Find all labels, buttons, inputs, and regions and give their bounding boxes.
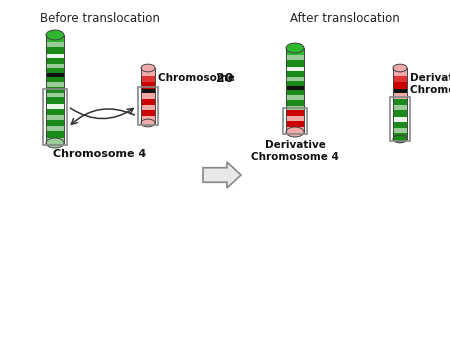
Bar [138,87,158,125]
Ellipse shape [286,43,304,53]
Bar [46,131,64,138]
Bar [286,81,304,86]
Bar [286,48,304,55]
Bar [141,68,155,76]
Bar [286,67,304,71]
Text: Chromosome 4: Chromosome 4 [53,149,146,159]
Text: 20: 20 [216,71,234,84]
Text: Derivative
Chromosome 4: Derivative Chromosome 4 [251,140,339,162]
Bar [46,58,64,64]
Bar [286,86,304,90]
Bar [141,110,155,116]
Bar [286,95,304,100]
Bar [286,77,304,81]
Bar [393,89,407,93]
Bar [393,133,407,139]
Polygon shape [203,162,241,188]
Bar [286,100,304,106]
Bar [286,55,304,60]
Bar [390,97,410,141]
Text: After translocation: After translocation [290,12,400,25]
Bar [393,93,407,99]
Bar [393,76,407,82]
Bar [46,138,64,143]
Bar [286,127,304,132]
Bar [141,93,155,99]
Bar [393,122,407,128]
Ellipse shape [46,30,64,40]
Bar [286,60,304,67]
Bar [141,76,155,82]
Text: Chromosome: Chromosome [158,73,238,83]
Bar [141,116,155,123]
Bar [286,90,304,95]
Bar [393,105,407,110]
Ellipse shape [46,138,64,148]
Bar [46,115,64,120]
Bar [286,106,304,110]
Bar [46,97,64,104]
Bar [393,68,407,76]
Bar [46,73,64,77]
Bar [286,116,304,121]
Bar [46,87,64,93]
Bar [46,77,64,82]
Bar [46,68,64,73]
Bar [393,128,407,133]
Bar [46,109,64,115]
Bar [286,71,304,77]
Bar [43,89,67,145]
Ellipse shape [141,119,155,127]
Bar [141,89,155,93]
Bar [46,120,64,126]
Bar [141,99,155,105]
Bar [46,104,64,109]
Bar [286,110,304,116]
Ellipse shape [141,64,155,72]
Bar [393,110,407,117]
Bar [393,99,407,105]
Bar [46,35,64,42]
Bar [141,82,155,89]
Ellipse shape [393,64,407,72]
Bar [393,82,407,89]
Text: Derivative
Chromosome 20: Derivative Chromosome 20 [410,73,450,94]
Ellipse shape [393,135,407,143]
Text: Before translocation: Before translocation [40,12,160,25]
Bar [46,82,64,87]
Bar [393,117,407,122]
Bar [141,105,155,110]
Bar [286,121,304,127]
Ellipse shape [286,127,304,137]
Bar [46,54,64,58]
Bar [283,108,307,134]
Bar [46,64,64,68]
Bar [46,93,64,97]
Bar [46,47,64,54]
Bar [46,42,64,47]
Bar [46,126,64,131]
